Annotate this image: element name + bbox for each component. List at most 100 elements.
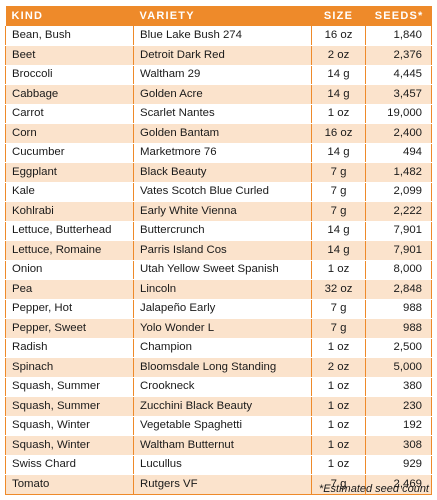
cell-kind: Radish [5, 337, 134, 358]
cell-size: 14 g [311, 240, 366, 261]
cell-size: 1 oz [311, 376, 366, 397]
cell-size: 14 g [311, 64, 366, 85]
cell-seeds: 2,222 [365, 201, 432, 222]
cell-seeds: 7,901 [365, 240, 432, 261]
cell-variety: Yolo Wonder L [133, 318, 312, 339]
cell-kind: Squash, Winter [5, 435, 134, 456]
cell-size: 1 oz [311, 454, 366, 475]
cell-kind: Squash, Winter [5, 415, 134, 436]
cell-size: 1 oz [311, 396, 366, 417]
cell-size: 7 g [311, 201, 366, 222]
cell-variety: Lucullus [133, 454, 312, 475]
cell-variety: Rutgers VF [133, 474, 312, 495]
cell-variety: Vates Scotch Blue Curled [133, 181, 312, 202]
cell-variety: Early White Vienna [133, 201, 312, 222]
cell-variety: Detroit Dark Red [133, 45, 312, 66]
cell-variety: Crookneck [133, 376, 312, 397]
table-row: Spinach Bloomsdale Long Standing 2 oz 5,000 [5, 357, 432, 378]
cell-kind: Spinach [5, 357, 134, 378]
cell-seeds: 192 [365, 415, 432, 436]
cell-seeds: 929 [365, 454, 432, 475]
cell-variety: Black Beauty [133, 162, 312, 183]
cell-size: 1 oz [311, 435, 366, 456]
table-row: Cabbage Golden Acre 14 g 3,457 [5, 84, 432, 105]
seed-table: KIND VARIETY SIZE SEEDS* Bean, Bush Blue … [5, 6, 432, 495]
table-row: Pea Lincoln 32 oz 2,848 [5, 279, 432, 300]
cell-seeds: 988 [365, 318, 432, 339]
cell-variety: Scarlet Nantes [133, 103, 312, 124]
cell-kind: Squash, Summer [5, 396, 134, 417]
cell-seeds: 7,901 [365, 220, 432, 241]
cell-size: 1 oz [311, 337, 366, 358]
table-row: Radish Champion 1 oz 2,500 [5, 337, 432, 358]
footnote: *Estimated seed count [318, 483, 429, 495]
cell-variety: Bloomsdale Long Standing [133, 357, 312, 378]
cell-kind: Bean, Bush [5, 25, 134, 46]
cell-seeds: 494 [365, 142, 432, 163]
cell-kind: Pepper, Hot [5, 298, 134, 319]
cell-seeds: 19,000 [365, 103, 432, 124]
cell-seeds: 8,000 [365, 259, 432, 280]
table-row: Lettuce, Butterhead Buttercrunch 14 g 7,901 [5, 220, 432, 241]
cell-variety: Buttercrunch [133, 220, 312, 241]
cell-variety: Golden Acre [133, 84, 312, 105]
cell-kind: Corn [5, 123, 134, 144]
cell-kind: Pea [5, 279, 134, 300]
table-row: Tomato Rutgers VF 7 g 2,469 [5, 474, 432, 495]
cell-seeds: 1,840 [365, 25, 432, 46]
table-header-row: KIND VARIETY SIZE SEEDS* [5, 6, 432, 26]
cell-kind: Squash, Summer [5, 376, 134, 397]
cell-variety: Zucchini Black Beauty [133, 396, 312, 417]
cell-size: 14 g [311, 142, 366, 163]
cell-size: 16 oz [311, 25, 366, 46]
table-row: Squash, Winter Vegetable Spaghetti 1 oz 192 [5, 415, 432, 436]
column-header-kind: KIND [5, 6, 134, 26]
cell-seeds: 2,400 [365, 123, 432, 144]
cell-seeds: 988 [365, 298, 432, 319]
cell-variety: Blue Lake Bush 274 [133, 25, 312, 46]
cell-variety: Jalapeño Early [133, 298, 312, 319]
cell-seeds: 2,500 [365, 337, 432, 358]
cell-size: 1 oz [311, 103, 366, 124]
cell-kind: Beet [5, 45, 134, 66]
cell-kind: Broccoli [5, 64, 134, 85]
cell-size: 14 g [311, 84, 366, 105]
cell-size: 7 g [311, 181, 366, 202]
table-row: Broccoli Waltham 29 14 g 4,445 [5, 64, 432, 85]
cell-size: 32 oz [311, 279, 366, 300]
cell-variety: Golden Bantam [133, 123, 312, 144]
cell-size: 7 g [311, 298, 366, 319]
cell-size: 1 oz [311, 415, 366, 436]
cell-variety: Champion [133, 337, 312, 358]
table-row: Pepper, Hot Jalapeño Early 7 g 988 [5, 298, 432, 319]
table-row: Corn Golden Bantam 16 oz 2,400 [5, 123, 432, 144]
cell-seeds: 1,482 [365, 162, 432, 183]
cell-seeds: 2,376 [365, 45, 432, 66]
cell-seeds: 5,000 [365, 357, 432, 378]
cell-kind: Pepper, Sweet [5, 318, 134, 339]
cell-size: 16 oz [311, 123, 366, 144]
cell-kind: Kale [5, 181, 134, 202]
cell-seeds: 4,445 [365, 64, 432, 85]
table-row: Kale Vates Scotch Blue Curled 7 g 2,099 [5, 181, 432, 202]
cell-kind: Cucumber [5, 142, 134, 163]
cell-size: 2 oz [311, 45, 366, 66]
cell-size: 1 oz [311, 259, 366, 280]
cell-variety: Waltham Butternut [133, 435, 312, 456]
cell-kind: Tomato [5, 474, 134, 495]
cell-seeds: 2,469 [365, 474, 432, 495]
column-header-variety: VARIETY [133, 6, 312, 26]
table-row: Carrot Scarlet Nantes 1 oz 19,000 [5, 103, 432, 124]
table-row: Squash, Summer Zucchini Black Beauty 1 oz 2… [5, 396, 432, 417]
cell-size: 14 g [311, 220, 366, 241]
table-row: Kohlrabi Early White Vienna 7 g 2,222 [5, 201, 432, 222]
cell-seeds: 308 [365, 435, 432, 456]
table-body: Bean, Bush Blue Lake Bush 274 16 oz 1,840 Be… [5, 25, 432, 495]
cell-size: 7 g [311, 474, 366, 495]
table-row: Cucumber Marketmore 76 14 g 494 [5, 142, 432, 163]
cell-size: 7 g [311, 318, 366, 339]
cell-kind: Lettuce, Butterhead [5, 220, 134, 241]
cell-kind: Swiss Chard [5, 454, 134, 475]
